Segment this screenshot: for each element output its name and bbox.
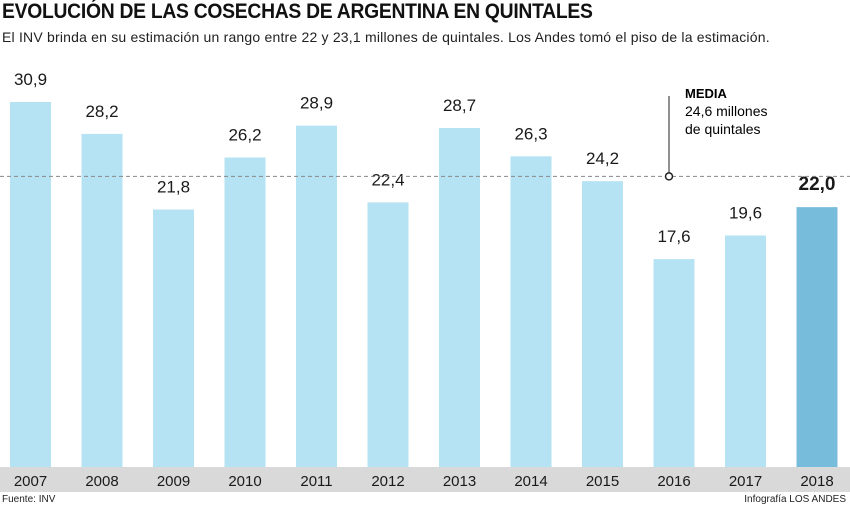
- credit-note: Infografía LOS ANDES: [744, 494, 846, 505]
- bar-2008: [81, 133, 123, 468]
- chart-title: EVOLUCIÓN DE LAS COSECHAS DE ARGENTINA E…: [2, 0, 593, 23]
- category-label-2012: 2012: [371, 473, 404, 490]
- value-label-2014: 26,3: [514, 124, 547, 143]
- category-label-2018: 2018: [800, 473, 833, 490]
- category-label-2014: 2014: [514, 473, 547, 490]
- category-label-2009: 2009: [157, 473, 190, 490]
- bar-2010: [224, 157, 266, 467]
- mean-label-line2: de quintales: [685, 121, 761, 137]
- category-label-2007: 2007: [14, 473, 47, 490]
- value-label-2009: 21,8: [157, 177, 190, 196]
- category-label-2010: 2010: [228, 473, 261, 490]
- bar-2012: [367, 202, 409, 467]
- value-label-2012: 22,4: [371, 170, 404, 189]
- bar-2009: [153, 209, 194, 467]
- value-label-2017: 19,6: [729, 203, 762, 222]
- bar-2007: [10, 102, 51, 467]
- value-label-2016: 17,6: [657, 227, 690, 246]
- value-label-2015: 24,2: [586, 149, 619, 168]
- source-note: Fuente: INV: [2, 494, 56, 505]
- category-band: [0, 467, 850, 492]
- mean-label-line1: 24,6 millones: [685, 103, 768, 119]
- category-label-2013: 2013: [443, 473, 476, 490]
- bar-2016: [653, 259, 695, 467]
- bar-2017: [725, 235, 766, 467]
- bar-2011: [296, 125, 337, 467]
- mean-marker: [664, 172, 674, 181]
- value-label-2010: 26,2: [228, 126, 261, 145]
- category-label-2011: 2011: [300, 473, 332, 490]
- mean-label-title: MEDIA: [685, 86, 728, 101]
- value-label-2007: 30,9: [14, 70, 47, 89]
- bar-2015: [582, 181, 623, 467]
- bar-2018: [796, 207, 838, 467]
- chart-subtitle: El INV brinda en su estimación un rango …: [2, 29, 770, 45]
- value-label-2008: 28,2: [85, 102, 118, 121]
- value-label-2013: 28,7: [443, 96, 476, 115]
- category-label-2008: 2008: [85, 473, 118, 490]
- bar-2013: [439, 127, 480, 467]
- bar-2014: [510, 156, 552, 468]
- value-label-2011: 28,9: [300, 94, 333, 113]
- category-label-2017: 2017: [729, 473, 762, 490]
- category-label-2016: 2016: [657, 473, 690, 490]
- value-label-2018: 22,0: [799, 174, 836, 195]
- category-label-2015: 2015: [586, 473, 619, 490]
